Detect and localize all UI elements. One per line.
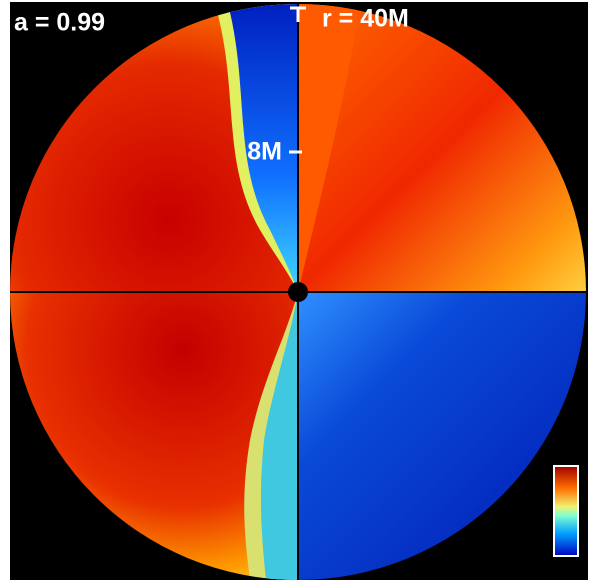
- outer-radius-label: r = 40M: [322, 5, 409, 33]
- page: a = 0.99 r = 40M 8M (() => { const data …: [0, 0, 597, 581]
- simulation-image: a = 0.99 r = 40M 8M: [0, 0, 597, 581]
- black-hole: [288, 282, 308, 302]
- colorbar: [554, 466, 578, 556]
- spin-label: a = 0.99: [14, 9, 105, 37]
- inner-radius-label: 8M: [247, 138, 282, 166]
